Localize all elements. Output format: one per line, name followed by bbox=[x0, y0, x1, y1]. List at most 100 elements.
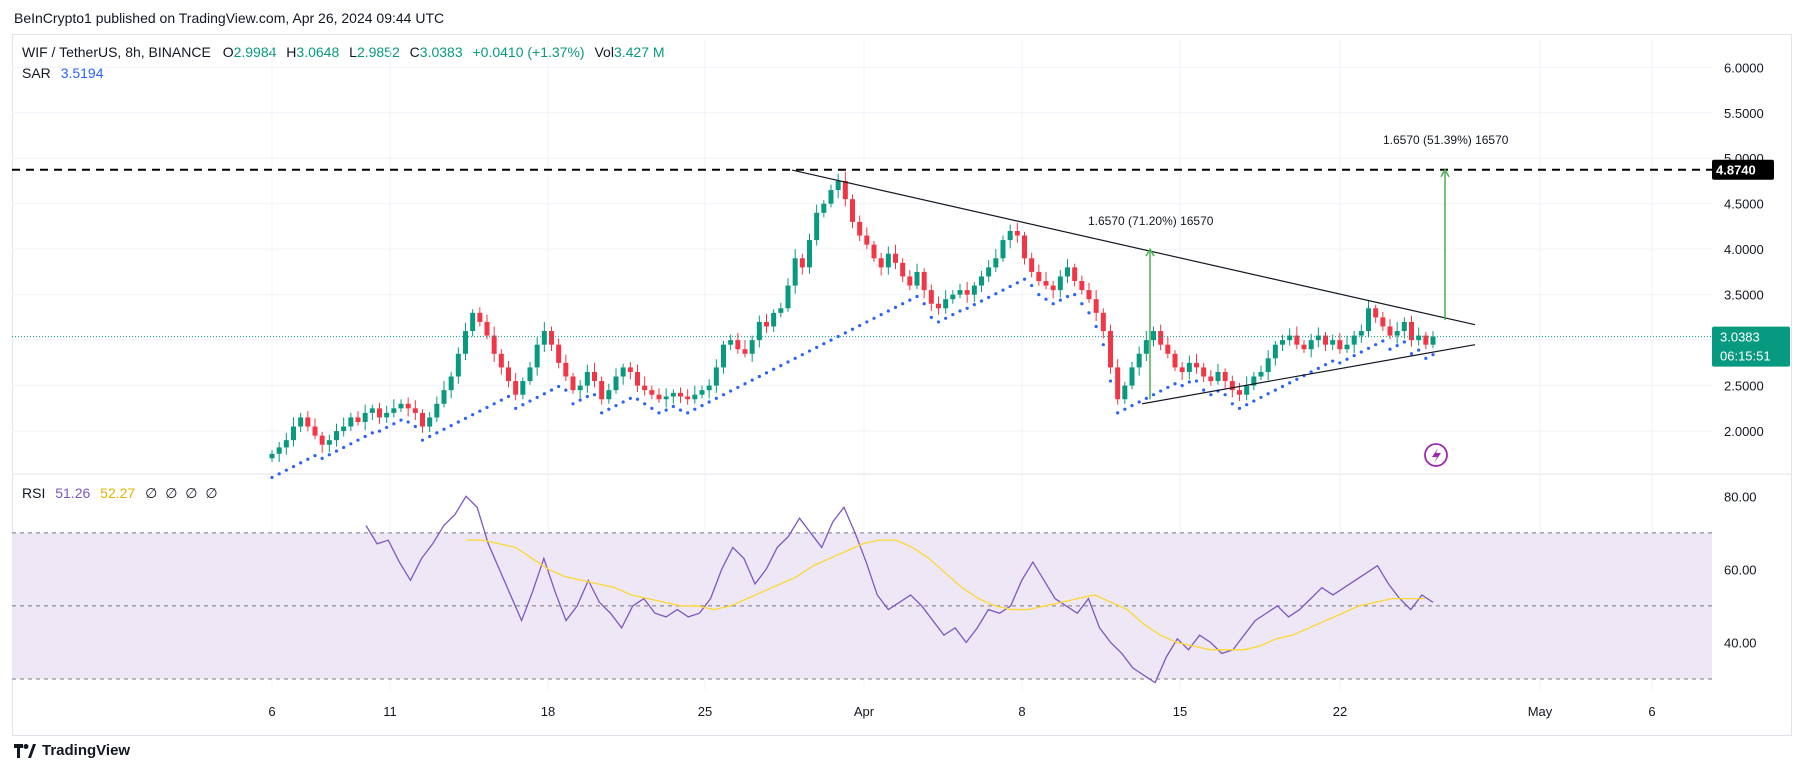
candle-body bbox=[1129, 367, 1135, 386]
lower-trendline bbox=[1141, 344, 1476, 405]
candle-body bbox=[1301, 344, 1307, 350]
candle-body bbox=[498, 353, 504, 368]
high-value: 3.0648 bbox=[296, 44, 340, 60]
rsi-extra-3: ∅ bbox=[185, 485, 198, 501]
x-tick-label: Apr bbox=[854, 704, 875, 719]
measure-label-2: 1.6570 (51.39%) 16570 bbox=[1383, 133, 1509, 147]
candle-body bbox=[821, 203, 827, 213]
event-marker-icon bbox=[1424, 443, 1448, 467]
y-tick-label: 2.5000 bbox=[1724, 379, 1764, 394]
rsi-value: 51.26 bbox=[55, 485, 91, 501]
sar-dot bbox=[965, 306, 969, 310]
candle-body bbox=[735, 340, 741, 350]
y-tick-label: 3.5000 bbox=[1724, 288, 1764, 303]
candle-body bbox=[513, 381, 519, 395]
candle-body bbox=[1014, 230, 1020, 236]
symbol-title[interactable]: WIF / TetherUS, 8h, BINANCE bbox=[22, 44, 211, 60]
sar-dot bbox=[284, 468, 288, 472]
candle-body bbox=[721, 344, 726, 368]
x-tick-label: 15 bbox=[1173, 704, 1187, 719]
x-tick-label: 6 bbox=[268, 704, 275, 719]
sar-dot bbox=[1173, 382, 1177, 386]
sar-dot bbox=[1259, 395, 1263, 400]
sar-legend[interactable]: SAR 3.5194 bbox=[22, 65, 104, 81]
sar-dot bbox=[299, 461, 303, 465]
candle-body bbox=[685, 396, 691, 400]
candle-body bbox=[728, 340, 734, 345]
sar-dot bbox=[485, 405, 489, 410]
candle-body bbox=[391, 408, 397, 413]
sar-dot bbox=[449, 424, 453, 428]
y-tick-label: 4.0000 bbox=[1724, 242, 1764, 257]
sar-dot bbox=[492, 402, 496, 406]
candle-body bbox=[599, 381, 605, 400]
candle-body bbox=[319, 435, 325, 445]
y-tick-label: 4.5000 bbox=[1724, 197, 1764, 212]
candle-body bbox=[864, 235, 870, 245]
sar-dot bbox=[1395, 343, 1399, 348]
sar-dot bbox=[1159, 389, 1163, 393]
candle-body bbox=[986, 267, 992, 277]
sar-dot bbox=[549, 388, 554, 392]
candle-body bbox=[792, 258, 798, 286]
candle-body bbox=[814, 212, 820, 241]
candle-body bbox=[1108, 331, 1113, 368]
close-label: C bbox=[409, 44, 420, 60]
candle-body bbox=[1237, 390, 1242, 395]
sar-dot bbox=[664, 408, 668, 412]
sar-dot bbox=[736, 385, 740, 390]
sar-dot bbox=[829, 338, 833, 342]
candle-body bbox=[764, 321, 769, 327]
rsi-legend[interactable]: RSI 51.26 52.27 ∅ ∅ ∅ ∅ bbox=[22, 485, 218, 502]
sar-dot bbox=[320, 456, 324, 460]
candle-body bbox=[1143, 340, 1149, 354]
sar-dot bbox=[1166, 385, 1170, 390]
sar-dot bbox=[521, 403, 525, 407]
sar-dot bbox=[478, 409, 482, 413]
rsi-extra-1: ∅ bbox=[145, 485, 158, 501]
candle-body bbox=[269, 453, 275, 459]
candle-body bbox=[1423, 335, 1429, 345]
candle-body bbox=[1366, 308, 1371, 332]
candle-body bbox=[283, 440, 289, 448]
candle-body bbox=[1323, 335, 1328, 345]
candle-body bbox=[1394, 331, 1400, 336]
x-tick-label: 11 bbox=[383, 704, 397, 719]
candle-body bbox=[484, 321, 490, 336]
candle-body bbox=[1244, 385, 1250, 395]
candle-body bbox=[1222, 371, 1228, 382]
sar-dot bbox=[313, 454, 317, 458]
candle-body bbox=[950, 294, 956, 300]
sar-dot bbox=[542, 392, 546, 396]
sar-dot bbox=[743, 382, 747, 386]
sar-dot bbox=[987, 295, 991, 299]
sar-dot bbox=[1417, 348, 1421, 352]
candle-body bbox=[692, 394, 698, 400]
candle-body bbox=[670, 392, 676, 397]
sar-dot bbox=[399, 418, 403, 422]
candle-body bbox=[570, 376, 576, 391]
tradingview-logo[interactable]: TradingView bbox=[14, 742, 130, 759]
sar-dot bbox=[1266, 392, 1270, 396]
measure-arrowhead bbox=[1440, 168, 1450, 178]
candle-body bbox=[1050, 285, 1056, 291]
candle-body bbox=[964, 290, 970, 295]
open-label: O bbox=[222, 44, 234, 60]
candle-body bbox=[907, 276, 913, 286]
sar-dot bbox=[1237, 406, 1242, 410]
sar-dot bbox=[800, 353, 804, 357]
last-price-tag bbox=[1712, 326, 1790, 367]
sar-dot bbox=[1008, 284, 1012, 289]
candle-body bbox=[577, 385, 583, 391]
candle-body bbox=[1409, 321, 1414, 341]
candle-body bbox=[893, 253, 898, 263]
candle-body bbox=[713, 367, 719, 386]
candle-body bbox=[1022, 235, 1027, 259]
sar-dot bbox=[729, 389, 733, 393]
sar-dot bbox=[678, 408, 683, 412]
sar-dot bbox=[643, 402, 647, 406]
sar-dot bbox=[1402, 340, 1406, 344]
upper-trendline bbox=[791, 169, 1476, 326]
sar-dot bbox=[700, 404, 704, 408]
